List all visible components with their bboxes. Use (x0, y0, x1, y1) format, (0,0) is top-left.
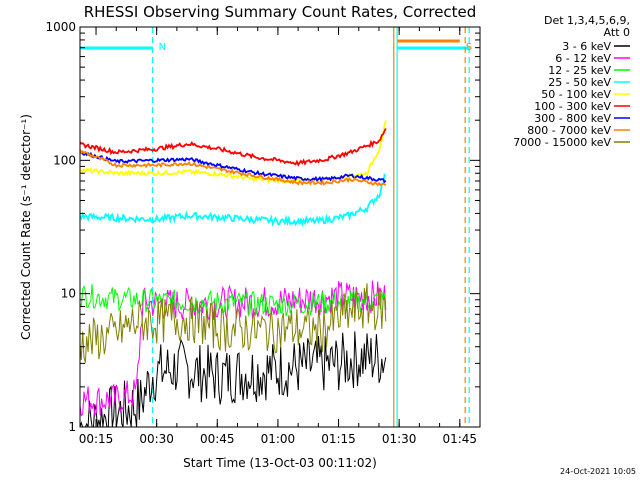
legend-label: 7000 - 15000 keV (513, 136, 611, 149)
legend-label: 3 - 6 keV (562, 40, 611, 53)
x-tick-label: 00:30 (139, 432, 174, 446)
series-line (79, 151, 387, 184)
y-axis-label: Corrected Count Rate (s⁻¹ detector⁻¹) (19, 114, 33, 340)
x-tick-label: 00:45 (200, 432, 235, 446)
legend-label: 100 - 300 keV (534, 100, 611, 113)
axis-layer: 00:15 00:30 00:45 01:00 01:15 01:30 01:45 1 10 10… (45, 20, 481, 446)
x-tick-label: 00:15 (79, 432, 114, 446)
legend-label: 800 - 7000 keV (527, 124, 611, 137)
x-tick-label: 01:30 (382, 432, 417, 446)
series-layer (79, 120, 387, 428)
plot-frame (79, 26, 481, 428)
legend-label: 50 - 100 keV (541, 88, 611, 101)
x-tick-label: 01:15 (321, 432, 356, 446)
legend-label: 6 - 12 keV (555, 52, 611, 65)
chart-title: RHESSI Observing Summary Count Rates, Co… (84, 3, 477, 21)
legend-label: 25 - 50 keV (548, 76, 611, 89)
timestamp: 24-Oct-2021 10:05 (560, 467, 636, 476)
x-axis-label: Start Time (13-Oct-03 00:11:02) (183, 456, 377, 470)
y-tick-label: 10 (61, 287, 76, 301)
flag-layer: NS (80, 27, 472, 427)
y-tick-label: 1 (68, 420, 76, 434)
series-line (79, 128, 387, 167)
legend-header-line2: Att 0 (604, 26, 630, 39)
series-line (79, 284, 387, 317)
legend-label: 300 - 800 keV (534, 112, 611, 125)
series-line (79, 331, 387, 428)
flag-label: N (159, 42, 166, 53)
x-tick-label: 01:00 (261, 432, 296, 446)
series-line (79, 283, 387, 363)
y-tick-label: 1000 (45, 20, 76, 34)
legend-label: 12 - 25 keV (548, 64, 611, 77)
x-tick-label: 01:45 (442, 432, 477, 446)
y-tick-label: 100 (53, 153, 76, 167)
series-line (79, 173, 387, 228)
legend-header-line1: Det 1,3,4,5,6,9, (544, 14, 630, 27)
series-line (79, 148, 387, 187)
